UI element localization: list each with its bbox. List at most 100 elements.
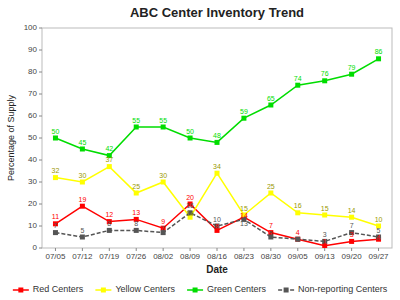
- x-tick-label: 09/20: [342, 252, 363, 261]
- data-label: 16: [186, 202, 194, 209]
- x-tick-label: 08/02: [153, 252, 174, 261]
- data-label: 37: [105, 156, 113, 163]
- y-tick: [39, 94, 42, 95]
- data-label: 8: [215, 223, 219, 230]
- legend: Red CentersYellow CentersGreen CentersNo…: [13, 284, 388, 294]
- x-tick: [136, 248, 137, 251]
- x-tick: [324, 248, 325, 251]
- x-tick-label: 08/09: [180, 252, 201, 261]
- x-tick: [351, 248, 352, 251]
- data-label: 45: [78, 139, 86, 146]
- x-tick: [270, 248, 271, 251]
- data-label: 48: [213, 132, 221, 139]
- marker: [53, 175, 58, 180]
- x-tick: [217, 248, 218, 251]
- data-label: 76: [321, 70, 329, 77]
- marker: [188, 136, 193, 141]
- marker: [107, 164, 112, 169]
- y-tick-label: 0: [33, 243, 38, 252]
- data-label: 7: [161, 225, 165, 232]
- y-tick: [39, 226, 42, 227]
- data-label: 11: [52, 213, 59, 220]
- data-label: 86: [375, 48, 383, 55]
- data-label: 50: [186, 128, 194, 135]
- data-label: 42: [105, 145, 113, 152]
- x-tick-label: 08/30: [261, 252, 282, 261]
- legend-label: Yellow Centers: [115, 284, 175, 294]
- data-label: 25: [267, 183, 275, 190]
- legend-marker: [18, 288, 23, 293]
- y-tick: [39, 28, 42, 29]
- marker: [80, 180, 85, 185]
- y-tick: [39, 138, 42, 139]
- data-label: 59: [240, 108, 248, 115]
- legend-marker: [193, 288, 198, 293]
- data-label: 32: [52, 167, 60, 174]
- marker: [241, 116, 246, 121]
- data-label: 3: [323, 231, 327, 238]
- y-tick-label: 100: [24, 23, 38, 32]
- marker: [80, 147, 85, 152]
- x-tick: [82, 248, 83, 251]
- x-tick: [243, 248, 244, 251]
- data-label: 25: [132, 183, 140, 190]
- x-tick-label: 08/23: [234, 252, 255, 261]
- legend-label: Green Centers: [207, 284, 267, 294]
- legend-marker: [101, 288, 106, 293]
- data-label: 55: [159, 117, 167, 124]
- data-label: 8: [134, 220, 138, 227]
- x-tick-label: 09/27: [369, 252, 390, 261]
- data-label: 3: [350, 231, 354, 238]
- marker: [53, 136, 58, 141]
- data-label: 4: [296, 236, 300, 243]
- data-label: 4: [377, 234, 381, 241]
- data-label: 13: [132, 209, 140, 216]
- y-tick: [39, 182, 42, 183]
- y-tick: [39, 160, 42, 161]
- data-label: 1: [323, 238, 327, 245]
- data-label: 14: [186, 210, 194, 217]
- data-label: 20: [186, 194, 194, 201]
- y-tick-label: 60: [28, 111, 37, 120]
- y-tick-label: 10: [28, 221, 37, 230]
- data-label: 13: [240, 220, 248, 227]
- data-label: 15: [240, 205, 248, 212]
- legend-item: Non-reporting Centers: [278, 284, 388, 294]
- data-label: 74: [294, 75, 302, 82]
- marker: [268, 191, 273, 196]
- data-label: 7: [269, 222, 273, 229]
- data-label: 12: [105, 211, 113, 218]
- legend-label: Non-reporting Centers: [298, 284, 388, 294]
- title: ABC Center Inventory Trend: [130, 5, 304, 20]
- data-label: 10: [375, 216, 383, 223]
- marker: [53, 230, 58, 235]
- marker: [295, 83, 300, 88]
- marker: [322, 78, 327, 83]
- marker: [322, 213, 327, 218]
- y-tick-label: 30: [28, 177, 37, 186]
- y-tick: [39, 116, 42, 117]
- data-label: 16: [294, 202, 302, 209]
- y-tick-label: 90: [28, 45, 37, 54]
- data-label: 5: [80, 227, 84, 234]
- plot-area: [53, 56, 381, 248]
- data-label: 15: [321, 205, 329, 212]
- data-label: 8: [107, 220, 111, 227]
- marker: [349, 72, 354, 77]
- x-tick-label: 09/05: [288, 252, 309, 261]
- x-axis-label: Date: [206, 264, 228, 275]
- chart: Red CentersYellow CentersGreen CentersNo…: [0, 0, 400, 300]
- data-label: 7: [54, 222, 58, 229]
- data-label: 5: [377, 227, 381, 234]
- data-label: 4: [296, 229, 300, 236]
- y-tick-label: 80: [28, 67, 37, 76]
- x-tick: [378, 248, 379, 251]
- marker: [107, 228, 112, 233]
- marker: [161, 125, 166, 130]
- x-tick: [163, 248, 164, 251]
- y-tick: [39, 72, 42, 73]
- data-label: 14: [348, 207, 356, 214]
- x-tick-label: 07/12: [72, 252, 93, 261]
- marker: [161, 180, 166, 185]
- data-label: 14: [240, 212, 248, 219]
